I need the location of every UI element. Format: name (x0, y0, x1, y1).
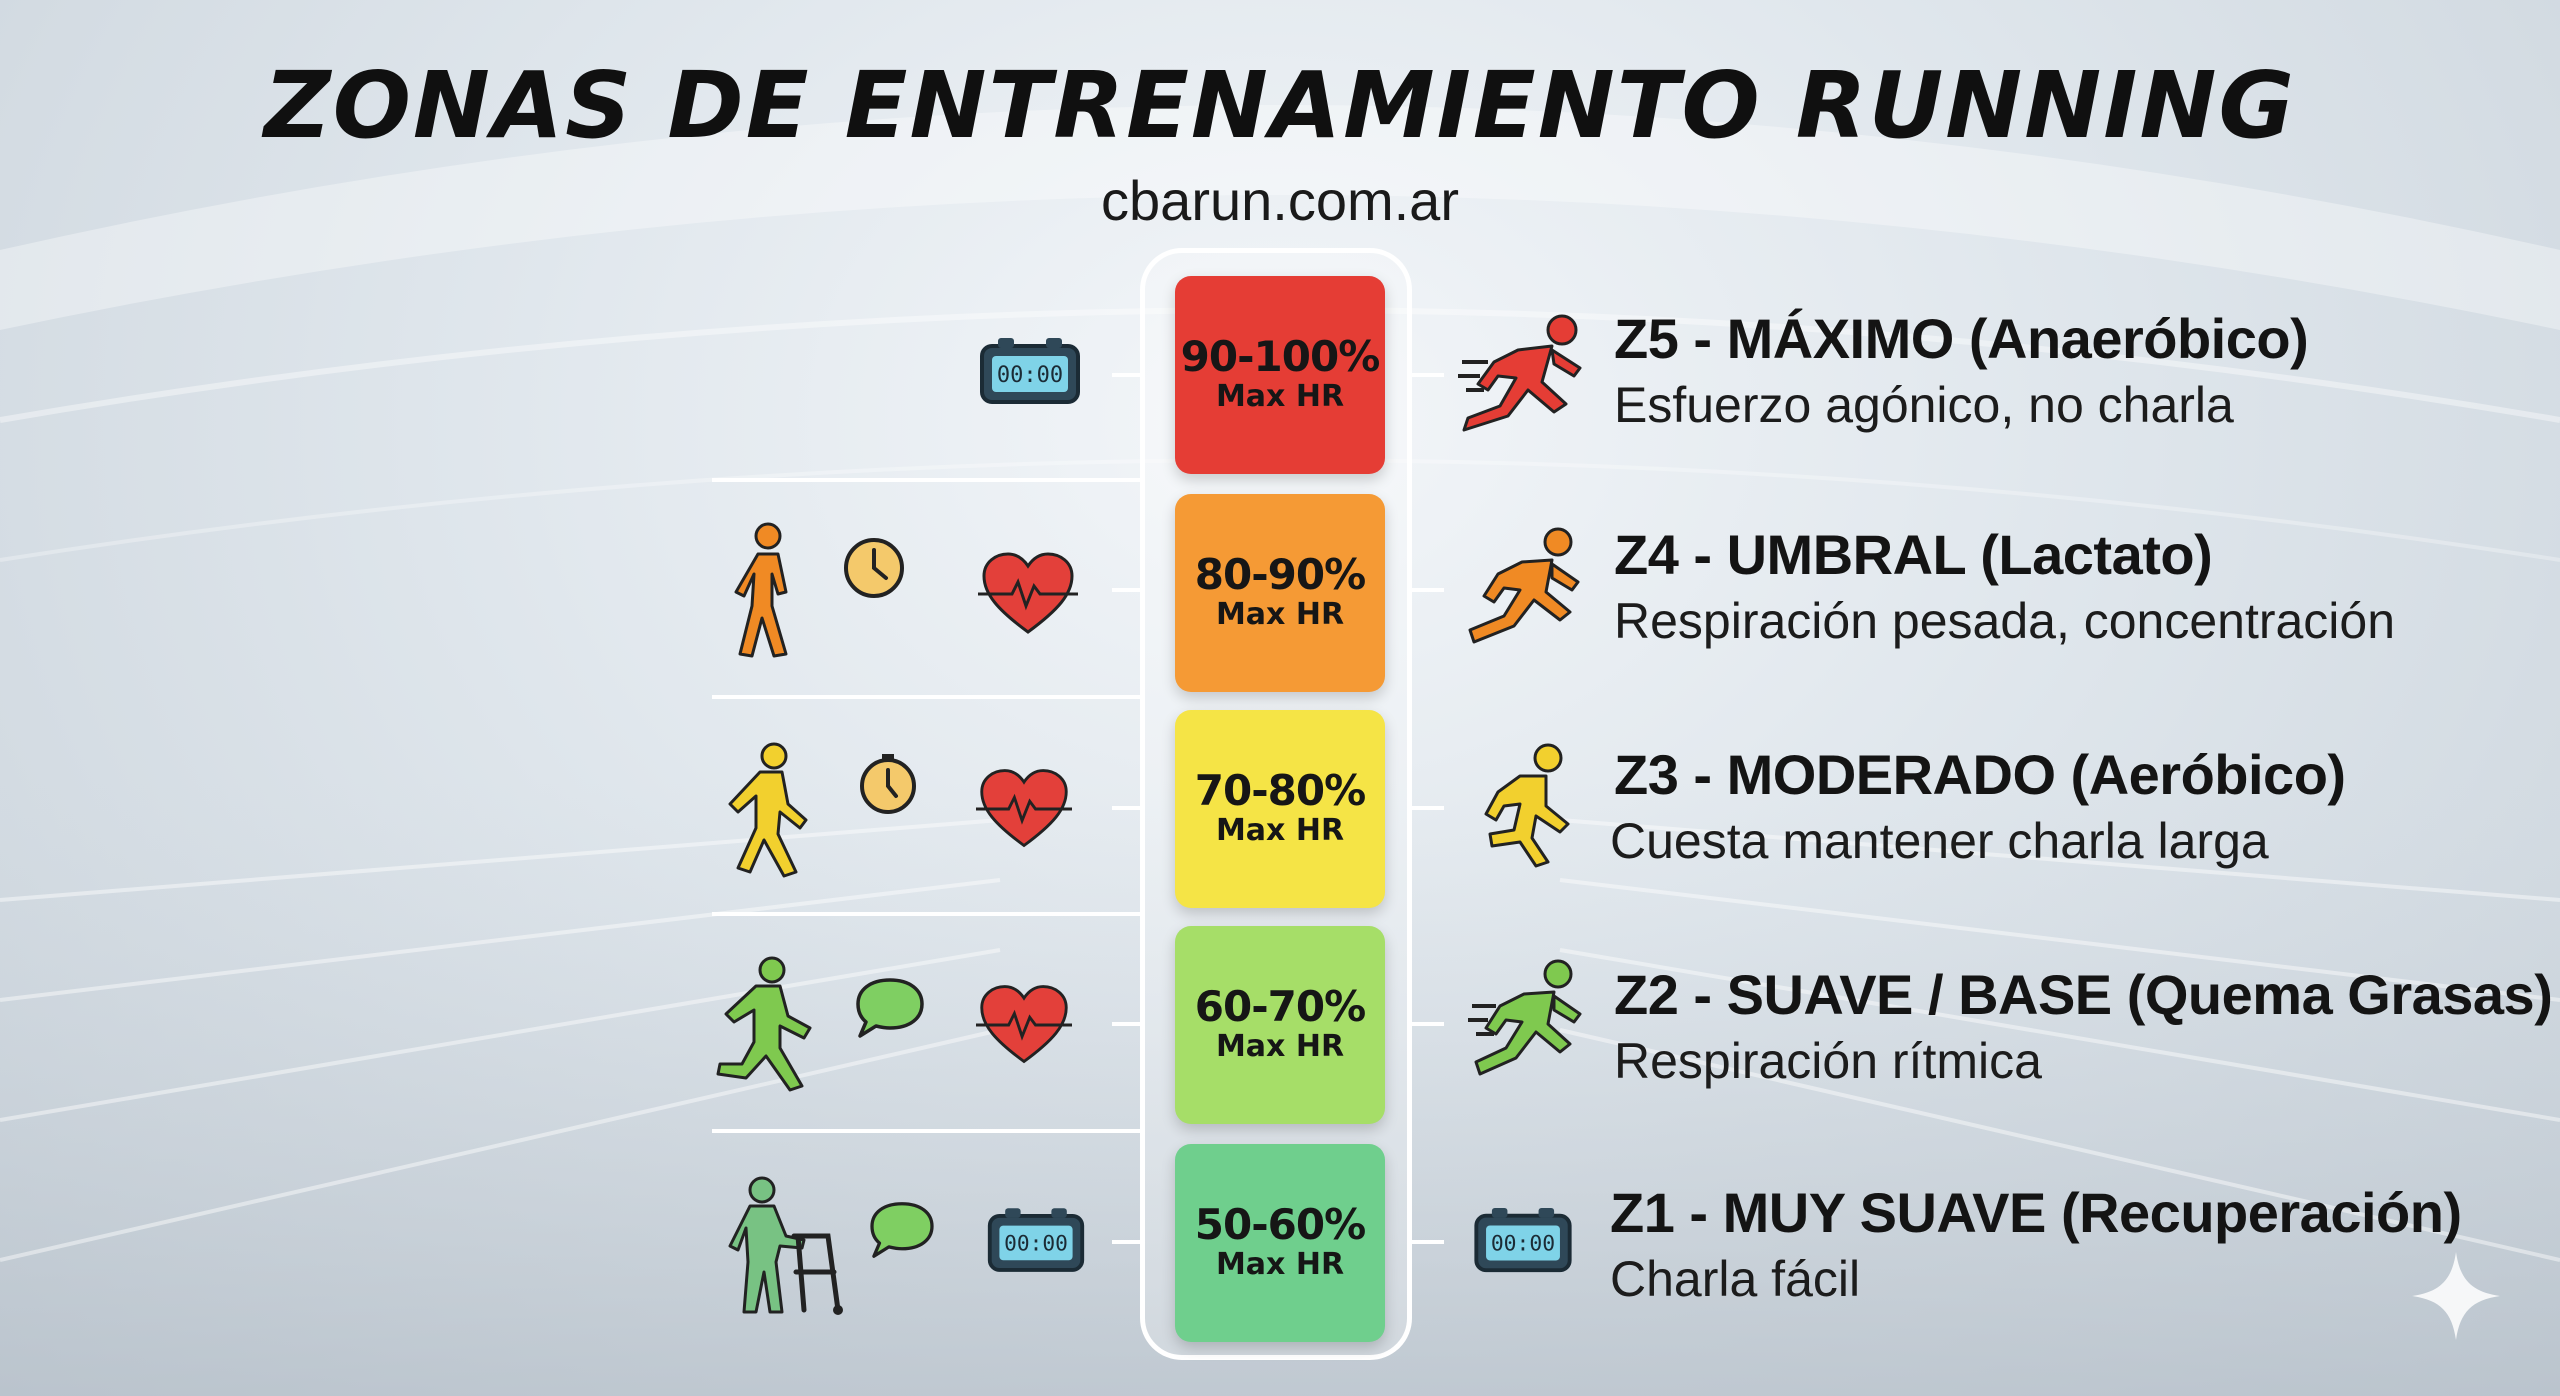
zone-title: Z2 - SUAVE / BASE (Quema Grasas) (1614, 963, 2553, 1026)
zone-title: Z4 - UMBRAL (Lactato) (1614, 523, 2213, 586)
connector-line (1112, 1022, 1140, 1026)
zone-description: Respiración pesada, concentración (1614, 593, 2396, 649)
runner-icon (1466, 526, 1588, 650)
connector-line (1412, 1240, 1444, 1244)
connector-line (1412, 373, 1444, 377)
zone-box-z3: 70-80% Max HR (1175, 710, 1385, 908)
svg-text:00:00: 00:00 (997, 363, 1063, 388)
connector-line (1112, 1240, 1140, 1244)
zone-title: Z1 - MUY SUAVE (Recuperación) (1610, 1181, 2462, 1244)
zone-percent: 60-70% (1194, 981, 1366, 1031)
zone-unit: Max HR (1215, 813, 1345, 849)
connector-line (1112, 806, 1140, 810)
row-divider (712, 912, 1140, 916)
connector-line (1412, 1022, 1444, 1026)
zone-box-z4: 80-90% Max HR (1175, 494, 1385, 692)
zone-description: Respiración rítmica (1614, 1033, 2042, 1089)
svg-text:00:00: 00:00 (1491, 1232, 1555, 1257)
row-divider (712, 478, 1140, 482)
zone-percent: 90-100% (1180, 331, 1381, 381)
zone-percent: 80-90% (1194, 549, 1366, 599)
heart-icon (978, 552, 1078, 636)
sparkle-icon (2410, 1250, 2502, 1342)
zone-description: Cuesta mantener charla larga (1610, 813, 2269, 869)
clock-icon (856, 752, 920, 816)
speech-bubble-icon (854, 976, 926, 1040)
speech-bubble-icon (868, 1200, 936, 1260)
zone-percent: 70-80% (1194, 765, 1366, 815)
zone-box-z5: 90-100% Max HR (1175, 276, 1385, 474)
zone-box-z2: 60-70% Max HR (1175, 926, 1385, 1124)
stopwatch-icon: 00:00 (976, 336, 1084, 408)
zone-title: Z5 - MÁXIMO (Anaeróbico) (1614, 307, 2309, 370)
page-title: ZONAS DE ENTRENAMIENTO RUNNING (263, 52, 2297, 159)
connector-line (1112, 373, 1140, 377)
zone-unit: Max HR (1215, 1247, 1345, 1283)
heart-icon (976, 768, 1072, 850)
site-url: cbarun.com.ar (1101, 169, 1459, 232)
walker-icon (726, 522, 802, 658)
zone-unit: Max HR (1215, 1029, 1345, 1065)
heart-icon (976, 984, 1072, 1066)
clock-icon (842, 536, 906, 600)
elderly-walker-icon (724, 1176, 844, 1316)
sprinter-icon (1458, 312, 1596, 436)
zone-title: Z3 - MODERADO (Aeróbico) (1614, 743, 2346, 806)
connector-line (1112, 588, 1140, 592)
connector-line (1412, 806, 1444, 810)
zone-unit: Max HR (1215, 597, 1345, 633)
connector-line (1412, 588, 1444, 592)
runner-icon (710, 956, 820, 1092)
zone-box-z1: 50-60% Max HR (1175, 1144, 1385, 1342)
svg-text:00:00: 00:00 (1004, 1231, 1068, 1256)
runner-icon (716, 742, 816, 878)
zone-percent: 50-60% (1194, 1199, 1366, 1249)
stopwatch-icon: 00:00 (984, 1206, 1088, 1276)
zone-unit: Max HR (1215, 379, 1345, 415)
zone-description: Charla fácil (1610, 1251, 1861, 1307)
row-divider (712, 1129, 1140, 1133)
zone-description: Esfuerzo agónico, no charla (1614, 377, 2234, 433)
stopwatch-icon: 00:00 (1470, 1206, 1576, 1276)
row-divider (712, 695, 1140, 699)
runner-icon (1470, 742, 1582, 868)
sprinter-icon (1466, 958, 1590, 1082)
